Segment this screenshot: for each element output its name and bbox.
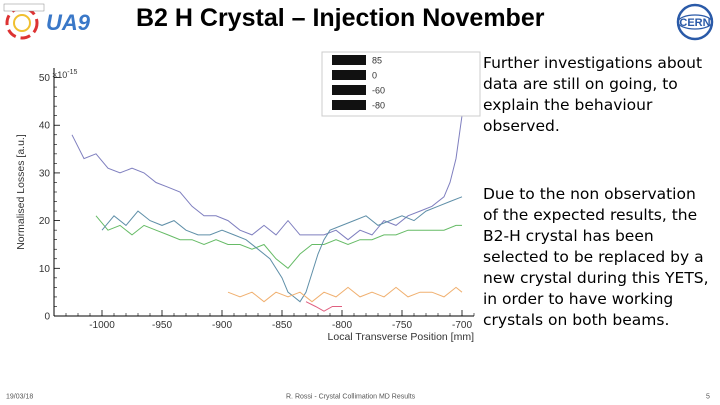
y-tick-label: 10	[39, 264, 51, 275]
slide-title: B2 H Crystal – Injection November	[136, 4, 545, 32]
legend-swatch	[332, 70, 366, 80]
ua9-logo: UA9	[3, 3, 91, 40]
legend-swatch	[332, 100, 366, 110]
y-tick-label: 20	[39, 216, 51, 227]
series-line-5	[305, 301, 342, 312]
paragraph-crystal-replacement: Due to the non observation of the expect…	[483, 185, 709, 329]
x-tick-label: -850	[272, 320, 292, 331]
x-tick-label: -900	[212, 320, 232, 331]
series-line-3	[101, 196, 463, 303]
series-line-2	[95, 215, 462, 269]
y-tick-label: 30	[39, 168, 51, 179]
footer-title: R. Rossi - Crystal Collimation MD Result…	[286, 393, 416, 401]
legend-label: -60	[372, 86, 385, 96]
legend-swatch	[332, 55, 366, 65]
x-tick-label: -950	[152, 320, 172, 331]
page-number: 5	[706, 393, 710, 401]
y-tick-label: 50	[39, 73, 51, 84]
cern-logo: CERN	[676, 3, 714, 41]
legend-label: -80	[372, 101, 385, 111]
x-tick-label: -800	[332, 320, 352, 331]
y-tick-label: 0	[44, 312, 50, 323]
x-tick-label: -750	[392, 320, 412, 331]
series-line-1	[71, 77, 467, 241]
footer-date: 19/03/18	[6, 393, 34, 401]
chart-y-label: Normalised Losses [a.u.]	[15, 134, 27, 250]
chart-y-multiplier: ×10-15	[52, 69, 78, 80]
x-tick-label: -1000	[89, 320, 115, 331]
legend-label: 0	[372, 71, 377, 81]
series-line-4	[227, 286, 463, 303]
chart-legend: 85 0 -60 -80	[321, 51, 481, 117]
chart-x-label: Local Transverse Position [mm]	[328, 331, 475, 343]
paragraph-investigations: Further investigations about data are st…	[483, 54, 703, 135]
losses-chart: -1000 -950 -900 -850 -800 -750 -70001020304050…	[15, 51, 481, 343]
legend-label: 85	[372, 56, 382, 66]
x-tick-label: -700	[452, 320, 472, 331]
cern-logo-text: CERN	[679, 17, 710, 29]
chart-series	[71, 77, 467, 312]
legend-swatch	[332, 85, 366, 95]
y-tick-label: 40	[39, 121, 51, 132]
ua9-logo-text: UA9	[46, 10, 91, 35]
